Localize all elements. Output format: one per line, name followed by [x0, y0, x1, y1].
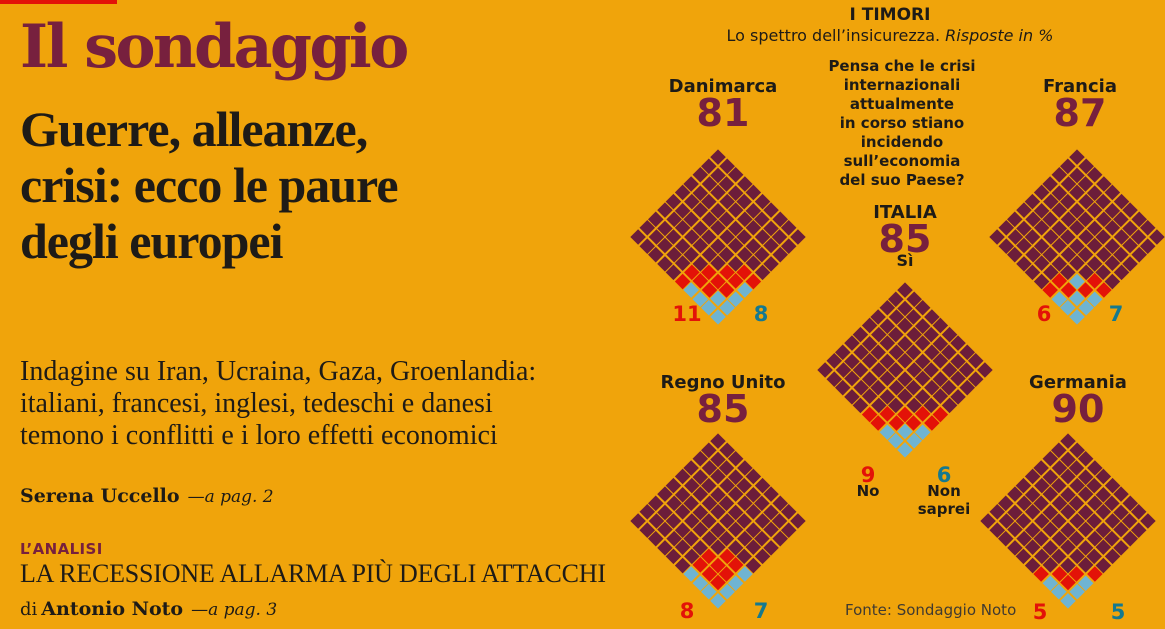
section-red-bar	[0, 0, 117, 4]
waffle-chart-italy	[817, 282, 993, 458]
chart-uk-value: 85	[696, 387, 750, 431]
chart-france-name: Francia	[1043, 76, 1117, 97]
chart-italy-yes-label: Sì	[896, 251, 914, 270]
chart-denmark-no-value: 11	[672, 302, 702, 326]
chart-denmark-name: Danimarca	[668, 76, 778, 97]
chart-uk-name: Regno Unito	[660, 372, 786, 393]
analysis-headline: LA RECESSIONE ALLARMA PIÙ DEGLI ATTACCHI	[20, 559, 606, 588]
chart-germany-dontknow-value: 5	[1110, 600, 1126, 624]
chart-uk-no-value: 8	[679, 599, 695, 623]
chart-italy-value: 85	[878, 217, 932, 261]
chart-italy-no-value: 9	[860, 463, 876, 487]
infographic-subtitle-text: Lo spettro dell’insicurezza.	[726, 26, 941, 45]
infographic-subtitle-unit: Risposte in %	[945, 26, 1054, 45]
chart-italy-dontknow-value: 6	[936, 463, 952, 487]
chart-france-no-value: 6	[1036, 302, 1052, 326]
chart-france-value: 87	[1053, 91, 1107, 135]
analysis-byline: di Antonio Noto —a pag. 3	[20, 598, 277, 620]
analysis-byline-author: Antonio Noto	[41, 598, 184, 620]
infographic-title: I TIMORI	[849, 5, 931, 25]
chart-germany-value: 90	[1051, 387, 1105, 431]
survey-question: Pensa che le crisi internazionali attual…	[828, 57, 976, 189]
byline-page-ref[interactable]: —a pag. 2	[187, 487, 274, 507]
source-note: Fonte: Sondaggio Noto	[845, 601, 1017, 619]
chart-germany-no-value: 5	[1032, 600, 1048, 624]
waffle-chart-germany	[980, 433, 1156, 609]
waffle-chart-france	[989, 149, 1165, 325]
waffle-chart-denmark	[630, 149, 806, 325]
chart-italy-name: ITALIA	[873, 202, 937, 223]
waffle-chart-uk	[630, 433, 806, 609]
chart-italy-dontknow-label: Non saprei	[917, 482, 971, 518]
chart-germany-name: Germania	[1029, 372, 1127, 393]
kicker-title: Il sondaggio	[20, 12, 409, 82]
chart-france-dontknow-value: 7	[1108, 302, 1124, 326]
analysis-byline-prefix: di	[20, 599, 38, 620]
chart-denmark-dontknow-value: 8	[753, 302, 769, 326]
chart-denmark-value: 81	[696, 91, 750, 135]
infographic-subtitle: Lo spettro dell’insicurezza. Risposte in…	[715, 26, 1065, 45]
dek-paragraph: Indagine su Iran, Ucraina, Gaza, Groenla…	[20, 356, 537, 451]
analysis-kicker: L’ANALISI	[20, 540, 103, 558]
main-headline: Guerre, alleanze, crisi: ecco le paure d…	[20, 101, 399, 269]
analysis-byline-page-ref[interactable]: —a pag. 3	[191, 600, 278, 620]
chart-uk-dontknow-value: 7	[753, 599, 769, 623]
chart-italy-no-label: No	[856, 482, 880, 500]
byline: Serena Uccello —a pag. 2	[20, 485, 274, 507]
byline-author: Serena Uccello	[20, 485, 180, 507]
